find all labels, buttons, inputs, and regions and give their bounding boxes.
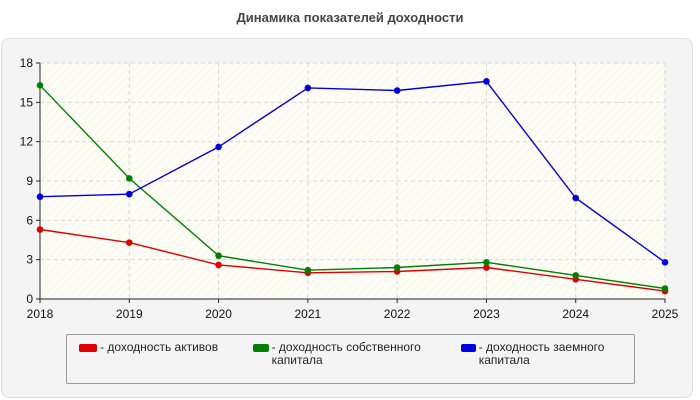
data-point-2-4 [393,87,401,94]
legend-item-assets: - доходность активов [79,341,218,354]
legend-item-debt: - доходность заемного капитала [461,341,626,367]
x-tick-label: 2022 [384,307,411,321]
data-point-2-3 [304,84,312,92]
data-point-2-2 [215,143,222,151]
y-tick-label: 3 [26,253,33,267]
data-point-1-7 [661,285,669,292]
series-line-2 [39,80,666,263]
legend-label: - доходность собственного капитала [271,340,421,367]
y-tick-label: 12 [20,135,34,149]
axes: 0 3 6 9 12 15 18 2018 2019 2020 2021 2022 2023 2024 20… [20,56,679,321]
data-point-2-7 [661,258,669,266]
data-point-1-4 [393,264,401,271]
series-group [36,78,669,295]
y-tick-label: 9 [26,174,33,188]
legend-label: - доходность заемного капитала [478,340,605,367]
data-point-0-2 [215,261,222,269]
data-point-2-5 [483,78,490,85]
x-tick-label: 2021 [295,307,322,321]
x-tick-label: 2024 [562,307,589,321]
chart-title: Динамика показателей доходности [236,10,464,25]
legend-swatch [461,344,476,352]
data-point-2-6 [572,194,580,202]
series-line-1 [39,84,666,290]
data-point-1-3 [304,266,312,274]
x-tick-label: 2020 [205,307,232,321]
x-tick-label: 2019 [116,307,143,321]
legend-label: - доходность активов [100,340,219,354]
y-tick-label: 0 [26,292,33,306]
data-point-1-2 [215,252,222,260]
legend-item-equity: - доходность собственного капитала [253,341,448,367]
x-tick-label: 2018 [27,307,54,321]
data-point-1-6 [572,272,580,279]
data-point-1-1 [125,175,133,182]
legend: - доходность активов - доходность собств… [66,334,635,384]
y-tick-label: 6 [26,213,33,227]
x-tick-label: 2025 [652,307,679,321]
data-point-2-0 [36,193,44,201]
x-tick-label: 2023 [473,307,500,321]
data-point-0-0 [36,226,44,233]
data-point-0-5 [483,264,490,271]
y-tick-label: 15 [20,95,34,109]
data-point-1-5 [483,258,490,266]
legend-swatch [79,344,97,352]
y-tick-label: 18 [20,56,34,70]
data-point-1-0 [36,81,44,89]
legend-swatch [253,344,269,352]
data-point-0-1 [125,239,133,246]
series-line-0 [39,228,666,292]
data-point-2-1 [125,190,133,198]
